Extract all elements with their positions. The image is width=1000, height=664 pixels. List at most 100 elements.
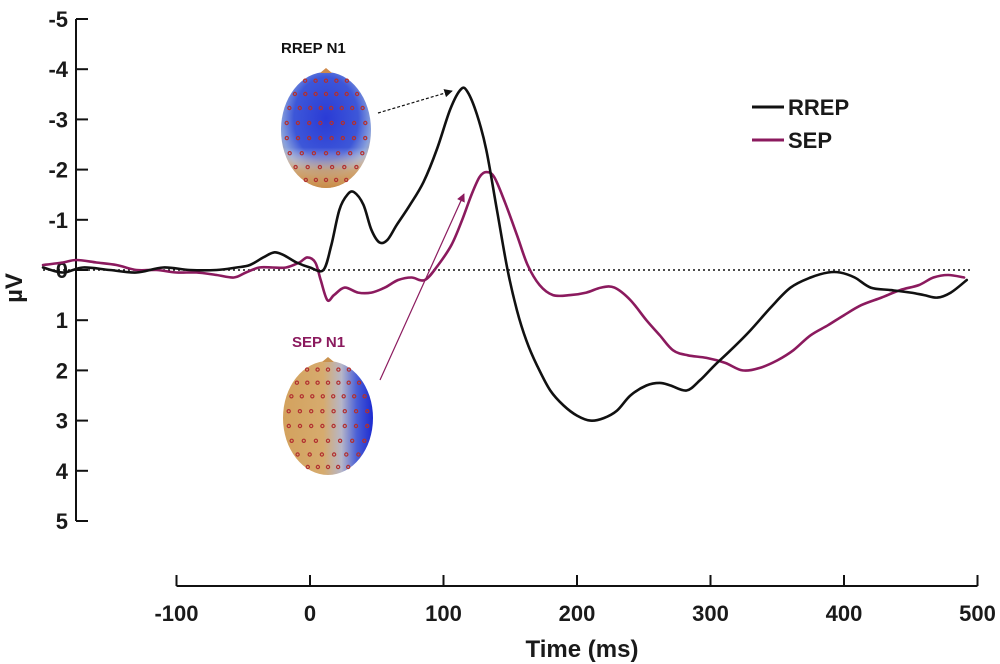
electrode-dot (284, 135, 289, 141)
electrode-dot (365, 409, 370, 414)
electrode-dot (362, 438, 367, 443)
x-axis-title: Time (ms) (526, 636, 639, 663)
electrode-dot (297, 105, 302, 111)
electrode-dot (320, 394, 325, 399)
electrode-dot (344, 177, 349, 183)
electrode-dot (323, 177, 329, 183)
electrode-dot (323, 78, 329, 83)
electrode-dot (297, 409, 303, 414)
electrode-dot (325, 367, 331, 372)
y-tick-label: -1 (48, 208, 68, 233)
electrode-dot (336, 380, 341, 385)
electrode-dot (299, 394, 304, 399)
electrode-dot (336, 367, 341, 372)
electrode-dot (344, 91, 349, 97)
legend-label-sep: SEP (788, 128, 832, 153)
electrode-dot (331, 423, 336, 429)
electrode-dot (301, 438, 306, 443)
x-tick-label: 400 (826, 601, 863, 626)
y-tick-label: 5 (56, 509, 68, 534)
y-tick-label: 4 (56, 459, 69, 484)
x-axis: -100 0 100 200 300 400 500 (154, 575, 996, 626)
electrode-dot (339, 105, 344, 111)
y-tick-label: -4 (48, 57, 68, 82)
electrode-dot (362, 394, 367, 399)
electrode-dot (313, 78, 318, 83)
electrode-dot (303, 91, 308, 97)
electrode-dot (346, 367, 352, 372)
electrode-dot (308, 105, 313, 111)
electrode-dot (325, 380, 331, 385)
electrode-dot (342, 409, 347, 414)
electrode-dot (329, 135, 334, 141)
electrode-dot (346, 380, 351, 385)
electrode-dot (315, 367, 320, 372)
electrode-dot (325, 438, 331, 443)
electrode-dot (302, 78, 308, 83)
x-tick-label: 500 (959, 601, 996, 626)
electrode-dot (292, 91, 298, 97)
electrode-dot (360, 105, 365, 111)
electrode-dot (352, 394, 357, 399)
electrode-dot (341, 394, 346, 399)
electrode-dot (289, 394, 294, 399)
electrode-dot (365, 423, 370, 429)
electrode-dot (351, 135, 357, 141)
electrode-dot (305, 464, 310, 470)
x-tick-label: 300 (692, 601, 729, 626)
electrode-dot (307, 452, 312, 457)
electrode-dot (323, 91, 329, 97)
electrode-dot (331, 452, 337, 457)
electrode-dot (286, 423, 291, 429)
electrode-dot (293, 164, 298, 170)
electrode-dot (363, 135, 368, 141)
x-tick-label: 200 (559, 601, 596, 626)
electrode-dot (307, 120, 312, 126)
x-tick-label: 100 (425, 601, 462, 626)
electrode-dot (318, 120, 323, 126)
electrode-dot (294, 380, 300, 385)
electrode-dot (315, 380, 320, 385)
electrode-dot (334, 91, 339, 97)
electrode-dot (348, 150, 353, 156)
electrode-dot (323, 150, 329, 156)
electrode-dot (307, 135, 312, 141)
y-tick-label: -2 (48, 158, 68, 183)
electrode-dot (299, 150, 304, 156)
electrode-dot (334, 78, 339, 83)
y-axis-title: µV (1, 273, 28, 303)
legend-label-rrep: RREP (788, 95, 849, 120)
y-tick-label: -5 (48, 7, 68, 32)
sep-n1-label: SEP N1 (292, 334, 345, 351)
electrode-dot (295, 452, 300, 457)
electrode-dot (295, 120, 301, 126)
electrode-dot (350, 105, 355, 111)
sep-n1-arrow (379, 193, 465, 381)
electrode-dot (363, 120, 368, 126)
electrode-dot (286, 409, 291, 414)
electrode-dot (309, 423, 314, 429)
x-tick-label: 0 (304, 601, 316, 626)
electrode-dot (344, 78, 350, 83)
electrode-dot (335, 464, 341, 470)
electrode-dot (329, 164, 335, 170)
electrode-dot (333, 177, 339, 183)
electrode-dot (340, 135, 345, 141)
electrode-dot (356, 452, 361, 457)
electrode-dot (331, 409, 336, 414)
electrode-dot (318, 135, 323, 141)
electrode-dot (309, 409, 314, 414)
electrode-dot (304, 367, 310, 372)
electrode-dot (287, 105, 292, 111)
electrode-dot (329, 120, 334, 126)
electrode-dot (350, 438, 355, 443)
sep-n1-topography (283, 357, 373, 475)
electrode-dot (295, 135, 301, 141)
electrode-dot (342, 423, 347, 429)
electrode-dot (297, 423, 303, 429)
series-line-sep (41, 170, 966, 372)
electrode-dot (360, 150, 365, 156)
electrode-dot (319, 452, 325, 457)
electrode-dot (303, 177, 308, 183)
